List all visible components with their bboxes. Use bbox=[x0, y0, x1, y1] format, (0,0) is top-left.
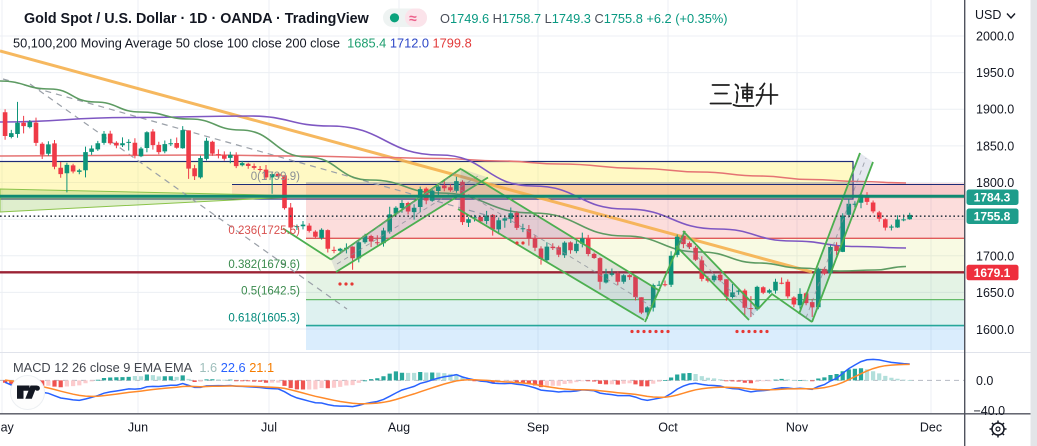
svg-text:1800.0: 1800.0 bbox=[976, 176, 1014, 190]
svg-text:0(1799.9): 0(1799.9) bbox=[251, 171, 300, 183]
svg-text:Nov: Nov bbox=[786, 421, 809, 435]
svg-text:May: May bbox=[0, 421, 15, 435]
svg-text:0.382(1679.6): 0.382(1679.6) bbox=[228, 259, 300, 271]
svg-text:O1749.6 H1758.7 L1749.3 C1755.: O1749.6 H1758.7 L1749.3 C1755.8 +6.2 (+0… bbox=[440, 11, 728, 26]
svg-text:2000.0: 2000.0 bbox=[976, 30, 1014, 44]
svg-text:Jun: Jun bbox=[128, 421, 148, 435]
svg-text:1600.0: 1600.0 bbox=[976, 323, 1014, 337]
svg-text:0.0: 0.0 bbox=[976, 374, 993, 388]
svg-text:1650.0: 1650.0 bbox=[976, 286, 1014, 300]
svg-text:Sep: Sep bbox=[527, 421, 549, 435]
svg-text:1755.8: 1755.8 bbox=[974, 210, 1011, 224]
svg-text:1950.0: 1950.0 bbox=[976, 66, 1014, 80]
svg-text:USD: USD bbox=[975, 8, 1001, 22]
svg-text:1900.0: 1900.0 bbox=[976, 103, 1014, 117]
svg-text:1784.3: 1784.3 bbox=[974, 191, 1011, 205]
svg-text:1850.0: 1850.0 bbox=[976, 140, 1014, 154]
svg-text:−40.0: −40.0 bbox=[974, 404, 1006, 418]
svg-text:0.618(1605.3): 0.618(1605.3) bbox=[228, 313, 300, 325]
svg-text:≈: ≈ bbox=[409, 10, 417, 26]
svg-text:1679.1: 1679.1 bbox=[974, 266, 1011, 280]
svg-text:0.236(1725.5): 0.236(1725.5) bbox=[228, 225, 300, 237]
svg-text:50,100,200 Moving Average 50 c: 50,100,200 Moving Average 50 close 100 c… bbox=[13, 36, 472, 51]
svg-text:MACD 12 26 close 9 EMA EMA 1.: MACD 12 26 close 9 EMA EMA 1.6 22.6 21.1 bbox=[13, 360, 274, 375]
svg-text:1700.0: 1700.0 bbox=[976, 250, 1014, 264]
svg-text:Aug: Aug bbox=[388, 421, 410, 435]
svg-text:0.5(1642.5): 0.5(1642.5) bbox=[241, 286, 300, 298]
svg-text:Dec: Dec bbox=[920, 421, 942, 435]
svg-text:Gold Spot / U.S. Dollar · 1D ·: Gold Spot / U.S. Dollar · 1D · OANDA · T… bbox=[24, 11, 370, 27]
svg-text:Oct: Oct bbox=[658, 421, 678, 435]
svg-text:Jul: Jul bbox=[261, 421, 277, 435]
